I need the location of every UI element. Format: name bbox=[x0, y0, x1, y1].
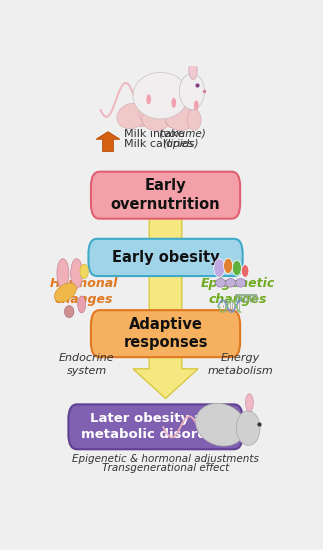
Text: (lipids): (lipids) bbox=[160, 139, 198, 150]
Ellipse shape bbox=[78, 296, 86, 313]
Ellipse shape bbox=[179, 73, 204, 109]
Ellipse shape bbox=[225, 279, 235, 287]
Ellipse shape bbox=[216, 279, 225, 287]
Ellipse shape bbox=[189, 61, 197, 80]
Text: Epigenetic & hormonal adjustments: Epigenetic & hormonal adjustments bbox=[72, 454, 259, 464]
Ellipse shape bbox=[164, 105, 194, 130]
Ellipse shape bbox=[245, 394, 254, 411]
Ellipse shape bbox=[71, 258, 83, 288]
Ellipse shape bbox=[142, 106, 172, 131]
Ellipse shape bbox=[55, 283, 76, 302]
Ellipse shape bbox=[146, 95, 151, 104]
Ellipse shape bbox=[161, 114, 175, 126]
Ellipse shape bbox=[196, 403, 245, 446]
Text: Milk intake: Milk intake bbox=[124, 129, 185, 139]
Text: Early obesity: Early obesity bbox=[112, 250, 219, 265]
Text: Energy
metabolism: Energy metabolism bbox=[208, 353, 274, 376]
Ellipse shape bbox=[117, 103, 147, 129]
Ellipse shape bbox=[80, 264, 89, 279]
Text: Later obesity and
metabolic disorders: Later obesity and metabolic disorders bbox=[81, 412, 230, 441]
Ellipse shape bbox=[64, 306, 74, 317]
Text: Adaptive
responses: Adaptive responses bbox=[123, 317, 208, 350]
FancyBboxPatch shape bbox=[89, 239, 243, 276]
Text: Milk calories: Milk calories bbox=[124, 139, 193, 150]
FancyBboxPatch shape bbox=[91, 310, 240, 357]
Circle shape bbox=[224, 258, 233, 273]
Circle shape bbox=[214, 258, 225, 277]
Ellipse shape bbox=[172, 98, 176, 108]
Circle shape bbox=[241, 265, 249, 277]
Ellipse shape bbox=[165, 107, 179, 128]
Text: Endocrine
system: Endocrine system bbox=[59, 353, 114, 376]
Ellipse shape bbox=[57, 258, 69, 288]
Circle shape bbox=[232, 260, 241, 276]
Text: (volume): (volume) bbox=[156, 129, 205, 139]
Polygon shape bbox=[96, 131, 120, 152]
Ellipse shape bbox=[187, 109, 201, 130]
Text: Transgenerational effect: Transgenerational effect bbox=[102, 463, 229, 474]
Ellipse shape bbox=[194, 101, 199, 111]
Ellipse shape bbox=[236, 411, 260, 446]
FancyBboxPatch shape bbox=[91, 172, 240, 219]
Ellipse shape bbox=[140, 103, 153, 124]
Polygon shape bbox=[133, 216, 198, 398]
Text: Hormonal
changes: Hormonal changes bbox=[50, 277, 118, 306]
Ellipse shape bbox=[236, 279, 245, 287]
Text: Epigenetic
changes: Epigenetic changes bbox=[201, 277, 275, 306]
Ellipse shape bbox=[133, 73, 188, 119]
Ellipse shape bbox=[138, 114, 153, 127]
FancyBboxPatch shape bbox=[68, 404, 243, 449]
Text: Early
overnutrition: Early overnutrition bbox=[111, 178, 220, 212]
